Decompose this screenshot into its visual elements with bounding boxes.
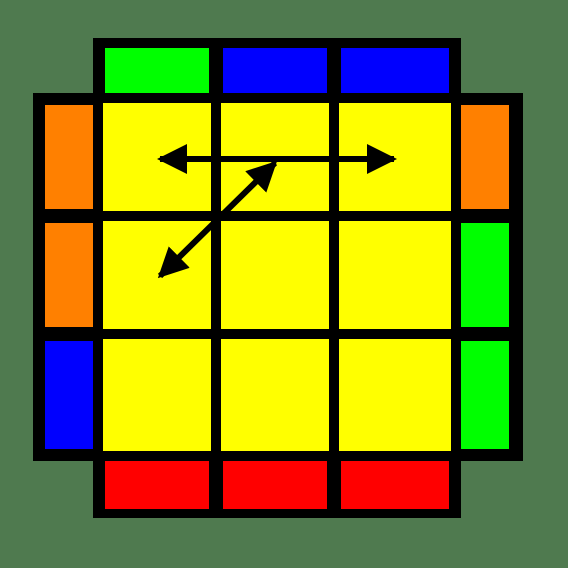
top-sticker-r2c3	[339, 221, 451, 329]
left-sticker-1	[45, 105, 94, 209]
top-sticker-r3c3	[339, 339, 451, 451]
left-sticker-3	[45, 341, 94, 449]
arrow-corner-swap-diagonal	[157, 160, 278, 279]
top-sticker-r3c1	[103, 339, 211, 451]
top-sticker-r2c1	[103, 221, 211, 329]
arrows-layer	[157, 144, 397, 279]
left-sticker-2	[45, 223, 94, 327]
top-face-layer	[93, 93, 461, 461]
top-sticker-r3c2	[221, 339, 329, 451]
right-sticker-3	[460, 341, 509, 449]
front-sticker-3	[341, 460, 449, 509]
front-sticker-1	[105, 460, 209, 509]
front-sticker-2	[223, 460, 327, 509]
top-sticker-r2c2	[221, 221, 329, 329]
back-sticker-1	[105, 48, 209, 97]
back-sticker-3	[341, 48, 449, 97]
right-sticker-2	[460, 223, 509, 327]
back-sticker-2	[223, 48, 327, 97]
right-sticker-1	[460, 105, 509, 209]
